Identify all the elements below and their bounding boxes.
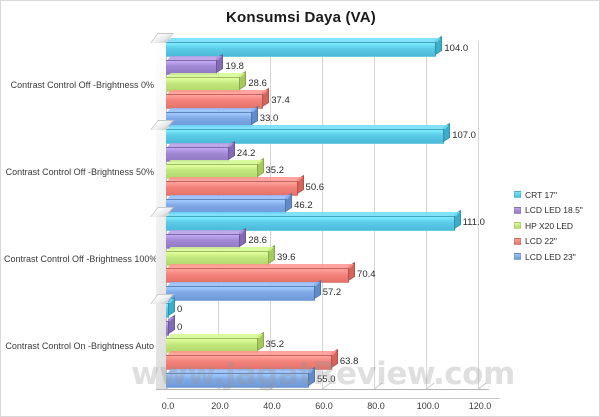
bar[interactable] bbox=[166, 366, 315, 388]
bar-top-face bbox=[167, 90, 268, 95]
bar-top-face bbox=[167, 160, 263, 164]
bar-top-face bbox=[167, 281, 320, 286]
bar-value-label: 50.6 bbox=[305, 182, 325, 194]
bar[interactable] bbox=[166, 279, 321, 301]
legend-item[interactable]: LCD LED 18.5" bbox=[514, 203, 599, 219]
value-axis-tick-label: 60.0 bbox=[315, 401, 333, 411]
legend-color-swatch bbox=[514, 237, 521, 245]
legend-item[interactable]: CRT 17" bbox=[514, 187, 599, 203]
bar-top-face bbox=[167, 351, 337, 356]
value-axis-tick-label: 20.0 bbox=[211, 401, 229, 411]
legend-color-swatch bbox=[514, 253, 521, 261]
bar-value-label: 55.0 bbox=[317, 373, 336, 385]
bar-top-face bbox=[167, 212, 460, 217]
bar-value-label: 35.2 bbox=[265, 165, 285, 176]
plot-area: 104.0 19.8 28.6 37.4 33.0 107.0 24.2 35.2 50.6 46… bbox=[165, 36, 487, 390]
value-axis-tick-label: 40.0 bbox=[263, 401, 281, 411]
legend-label: LCD LED 23" bbox=[525, 251, 576, 262]
value-axis-line bbox=[156, 389, 489, 390]
bar[interactable] bbox=[166, 297, 175, 319]
bar-value-label: 19.8 bbox=[225, 60, 244, 72]
legend-label: CRT 17" bbox=[525, 189, 557, 200]
legend-item[interactable]: HP X20 LED bbox=[514, 218, 599, 234]
bar-value-label: 57.2 bbox=[322, 286, 342, 298]
bar-top-face bbox=[167, 73, 246, 77]
category-axis-label: Contrast Control On -Brightness Auto bbox=[5, 340, 154, 351]
bar[interactable] bbox=[166, 36, 443, 58]
bar-value-label: 33.0 bbox=[259, 112, 279, 124]
legend-item[interactable]: LCD 22" bbox=[514, 234, 599, 250]
bar[interactable] bbox=[166, 314, 175, 336]
bar-value-label: 24.2 bbox=[236, 147, 256, 159]
category-axis-label: Contrast Control Off -Brightness 50% bbox=[5, 166, 154, 177]
bar-top-face bbox=[167, 142, 234, 147]
bar[interactable] bbox=[166, 210, 461, 232]
bar-value-label: 39.6 bbox=[276, 252, 296, 263]
bar-value-label: 111.0 bbox=[462, 217, 485, 229]
chart-title: Konsumsi Daya (VA) bbox=[225, 9, 377, 26]
gridline bbox=[478, 41, 479, 389]
bar-top-face bbox=[167, 247, 274, 251]
category-axis-labels: Contrast Control Off -Brightness 0% Contr… bbox=[1, 1, 158, 416]
value-axis-tick-label: 0.0 bbox=[161, 401, 175, 411]
value-axis-front-line bbox=[167, 398, 500, 399]
bar[interactable] bbox=[166, 123, 451, 145]
category-axis-label: Contrast Control Off -Brightness 0% bbox=[10, 79, 154, 90]
bar-top-face bbox=[167, 194, 291, 199]
bar-value-label: 107.0 bbox=[452, 130, 476, 142]
bar-top-face bbox=[167, 368, 314, 373]
bar-top-face bbox=[167, 264, 354, 269]
legend-color-swatch bbox=[514, 206, 521, 214]
bar-top-face bbox=[167, 177, 303, 182]
bar-top-face bbox=[167, 55, 223, 60]
bar-top-face bbox=[167, 229, 246, 234]
legend-label: LCD 22" bbox=[525, 236, 557, 247]
legend-item[interactable]: LCD LED 23" bbox=[514, 249, 599, 265]
legend-color-swatch bbox=[514, 191, 521, 199]
legend-label: LCD LED 18.5" bbox=[525, 205, 583, 216]
bar-value-label: 35.2 bbox=[265, 339, 285, 350]
bar-value-label: 37.4 bbox=[271, 95, 290, 107]
legend-label: HP X20 LED bbox=[525, 220, 574, 231]
bar-value-label: 46.2 bbox=[294, 199, 313, 211]
bar-top-face bbox=[167, 125, 449, 130]
bar-value-label: 63.8 bbox=[339, 356, 359, 368]
bar-value-label: 28.6 bbox=[248, 234, 267, 246]
legend-color-swatch bbox=[514, 222, 521, 230]
category-axis-label: Contrast Control Off -Brightness 100% bbox=[4, 253, 158, 264]
bar-value-label: 0 bbox=[177, 321, 183, 333]
value-axis-tick-label: 100.0 bbox=[416, 401, 440, 411]
value-axis-tick-label: 120.0 bbox=[468, 401, 492, 411]
bar-value-label: 70.4 bbox=[357, 269, 376, 281]
value-axis-tick-label: 80.0 bbox=[367, 401, 385, 411]
bar-top-face bbox=[167, 38, 442, 43]
bar-value-label: 28.6 bbox=[248, 78, 267, 89]
bar-top-face bbox=[167, 107, 257, 112]
chart-legend: CRT 17" LCD LED 18.5" HP X20 LED LCD 22" LCD… bbox=[514, 187, 599, 265]
bar-face bbox=[166, 285, 315, 301]
bar-face bbox=[166, 372, 309, 388]
bar-top-face bbox=[167, 334, 263, 338]
bar-value-label: 0 bbox=[177, 304, 183, 316]
bar-value-label: 104.0 bbox=[444, 43, 469, 55]
